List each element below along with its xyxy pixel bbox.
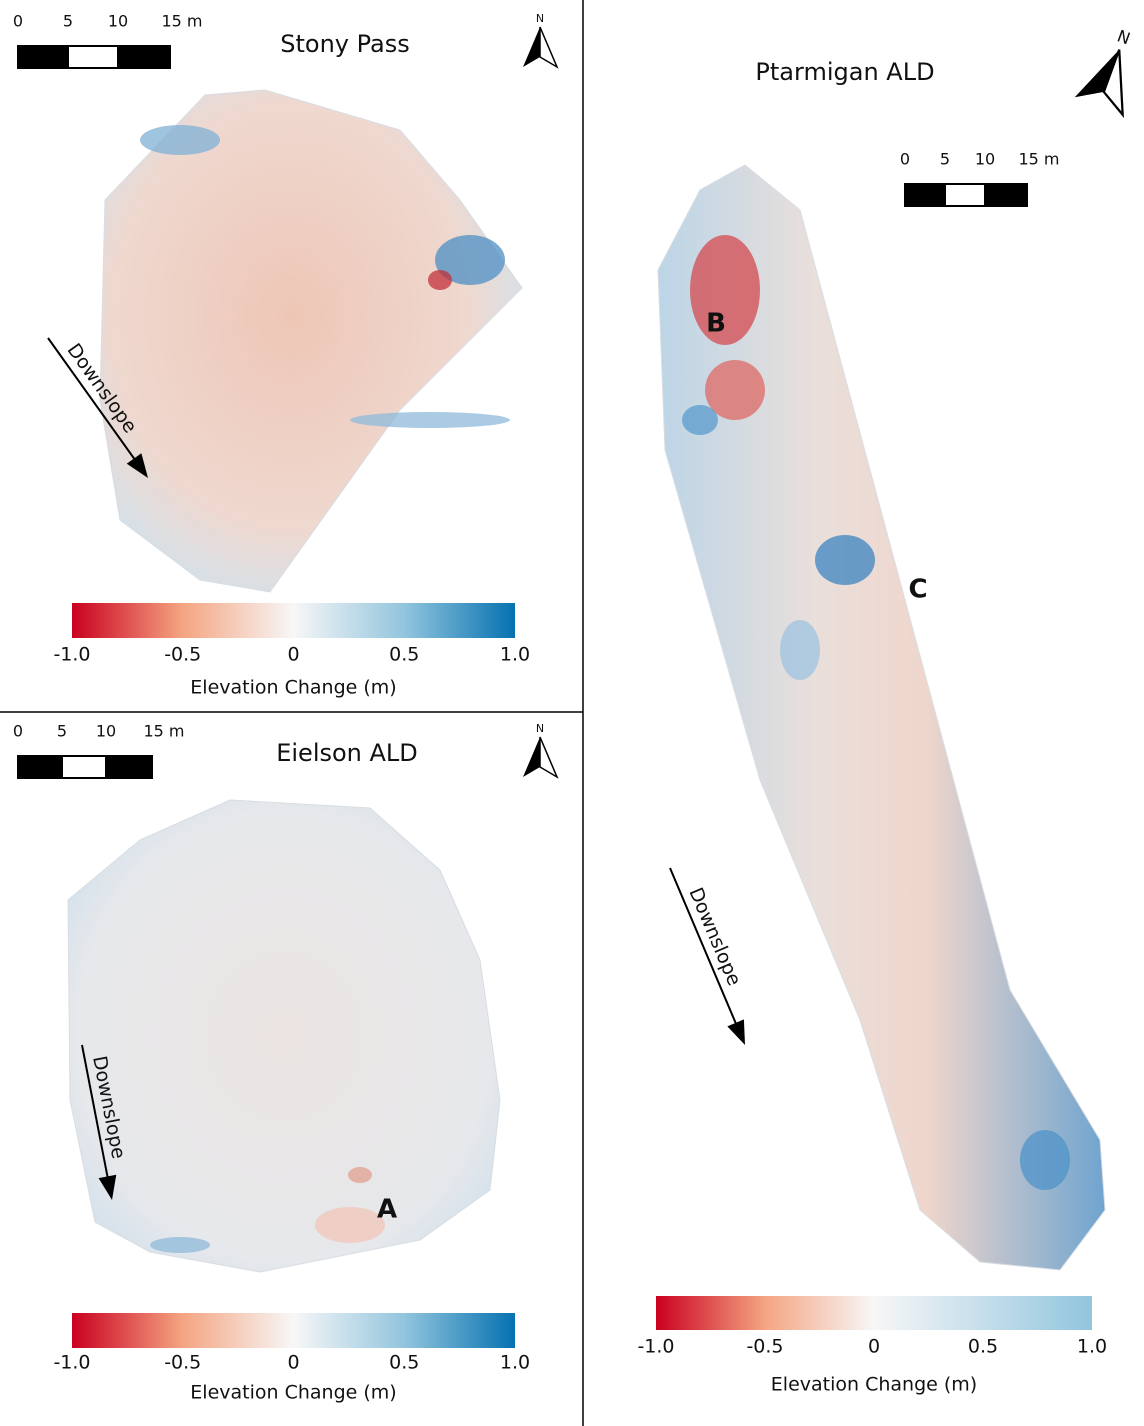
map-feature: [150, 1237, 210, 1253]
colorbar-tick-label: 0.5: [968, 1336, 998, 1358]
arrow-head: [727, 1019, 753, 1048]
scale-bar-segment: [18, 756, 62, 778]
map-annotation: A: [377, 1195, 397, 1225]
map-feature: [780, 620, 820, 680]
scale-bar-segment: [118, 46, 170, 68]
colorbar-tick-label: 0: [287, 644, 299, 666]
downslope-arrow: Downslope: [662, 858, 769, 1048]
map-feature: [682, 405, 718, 435]
north-arrow: N: [523, 722, 557, 777]
scale-bar-segment: [985, 184, 1027, 206]
scale-bar-label: 10: [975, 150, 995, 169]
scale-bar-label: 5: [57, 722, 67, 741]
map-feature: [350, 412, 510, 428]
panel-title: Ptarmigan ALD: [755, 58, 934, 86]
north-arrow-half: [523, 737, 540, 777]
colorbar: [72, 1313, 515, 1348]
scale-bar-label: 0: [13, 12, 23, 31]
scale-bar-segment: [62, 756, 106, 778]
north-label: N: [536, 12, 544, 25]
colorbar-tick-label: -0.5: [164, 1352, 201, 1374]
north-label: N: [536, 722, 544, 735]
scale-bar-segment: [18, 46, 68, 68]
scale-bar-label: 0: [13, 722, 23, 741]
map-feature: [815, 535, 875, 585]
scale-bar-label: 15 m: [143, 722, 184, 741]
colorbar-tick-label: 0: [868, 1336, 880, 1358]
map-raster: [100, 90, 522, 592]
colorbar-tick-label: -0.5: [746, 1336, 783, 1358]
panel-title: Stony Pass: [280, 30, 409, 58]
colorbar-tick-label: -1.0: [637, 1336, 674, 1358]
colorbar-label: Elevation Change (m): [190, 1382, 396, 1404]
north-arrow-half: [540, 27, 557, 67]
colorbar-tick-label: 1.0: [500, 644, 530, 666]
colorbar-tick-label: 1.0: [500, 1352, 530, 1374]
colorbar: [72, 603, 515, 638]
scale-bar-label: 15 m: [1018, 150, 1059, 169]
north-arrow-half: [523, 27, 540, 67]
colorbar-label: Elevation Change (m): [190, 677, 396, 699]
scale-bar-segment: [68, 46, 118, 68]
scale-bar-label: 10: [108, 12, 128, 31]
north-arrow: N: [1075, 20, 1144, 115]
map-annotation: C: [908, 575, 927, 605]
map-feature: [140, 125, 220, 155]
map-annotation: B: [706, 309, 726, 339]
north-label: N: [1115, 26, 1133, 48]
map-raster: [68, 800, 500, 1272]
colorbar-tick-label: 0.5: [389, 1352, 419, 1374]
scale-bar-label: 5: [63, 12, 73, 31]
north-arrow: N: [523, 12, 557, 67]
map-feature: [1020, 1130, 1070, 1190]
scale-bar-label: 0: [900, 150, 910, 169]
colorbar-label: Elevation Change (m): [771, 1374, 977, 1396]
figure: Stony Pass 0 5 10 15 m N Downslope -1.0 -0.5 0 0.5…: [0, 0, 1144, 1426]
scale-bar-label: 10: [96, 722, 116, 741]
map-feature: [315, 1207, 385, 1243]
colorbar: [656, 1296, 1092, 1330]
map-feature: [348, 1167, 372, 1183]
scale-bar-segment: [945, 184, 985, 206]
scale-bar-label: 5: [940, 150, 950, 169]
panel-title: Eielson ALD: [276, 739, 418, 767]
colorbar-tick-label: 0.5: [389, 644, 419, 666]
north-arrow-half: [540, 737, 557, 777]
colorbar-tick-label: 0: [287, 1352, 299, 1374]
colorbar-tick-label: -0.5: [164, 644, 201, 666]
colorbar-tick-label: -1.0: [53, 644, 90, 666]
colorbar-tick-label: 1.0: [1077, 1336, 1107, 1358]
map-feature: [428, 270, 452, 290]
colorbar-tick-label: -1.0: [53, 1352, 90, 1374]
scale-bar-segment: [106, 756, 152, 778]
scale-bar-label: 15 m: [161, 12, 202, 31]
scale-bar-segment: [905, 184, 945, 206]
